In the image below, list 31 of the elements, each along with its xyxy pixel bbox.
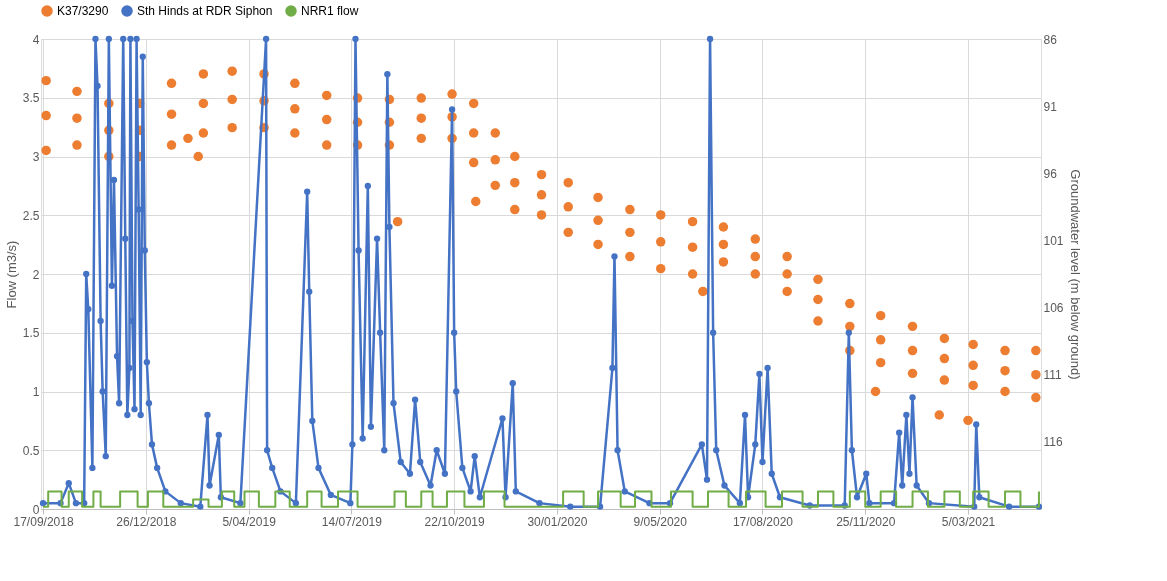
x-tick-label: 9/05/2020 bbox=[633, 514, 688, 529]
y-tick-label: 2 bbox=[32, 267, 40, 282]
x-tick-label: 5/04/2019 bbox=[222, 514, 277, 529]
y2-tick-label: 101 bbox=[1043, 233, 1064, 248]
y-tick-label: 1.5 bbox=[22, 326, 40, 341]
y-tick-label: 1 bbox=[32, 385, 40, 399]
legend-label: NRR1 flow bbox=[301, 4, 359, 18]
y2-tick-label: 111 bbox=[1043, 368, 1063, 383]
legend-label: Sth Hinds at RDR Siphon bbox=[137, 4, 273, 18]
y-axis-title: Flow (m3/s) bbox=[3, 240, 19, 309]
y2-tick-label: 96 bbox=[1043, 166, 1058, 181]
y-tick-label: 0.5 bbox=[22, 443, 40, 458]
x-tick-label: 30/01/2020 bbox=[527, 514, 588, 529]
x-tick-label: 17/09/2018 bbox=[13, 514, 74, 529]
x-tick-label: 22/10/2019 bbox=[424, 514, 486, 529]
y2-tick-label: 91 bbox=[1043, 99, 1058, 114]
legend-label: K37/3290 bbox=[57, 4, 109, 18]
x-tick-label: 5/03/2021 bbox=[941, 514, 996, 529]
y-tick-label: 3.5 bbox=[22, 91, 40, 106]
y-tick-label: 4 bbox=[32, 32, 40, 47]
y-tick-label: 2.5 bbox=[22, 208, 40, 223]
x-tick-label: 26/12/2018 bbox=[116, 514, 177, 529]
x-tick-label: 25/11/2020 bbox=[836, 514, 896, 529]
y-tick-label: 0 bbox=[32, 502, 40, 517]
y2-tick-label: 106 bbox=[1043, 301, 1064, 316]
y2-tick-label: 116 bbox=[1043, 435, 1063, 450]
y-tick-label: 3 bbox=[32, 150, 40, 164]
y2-axis-title: Groundwater level (m below ground) bbox=[1067, 169, 1083, 380]
y2-tick-label: 86 bbox=[1043, 32, 1058, 47]
x-tick-label: 17/08/2020 bbox=[732, 514, 794, 529]
x-tick-label: 14/07/2019 bbox=[321, 514, 383, 529]
